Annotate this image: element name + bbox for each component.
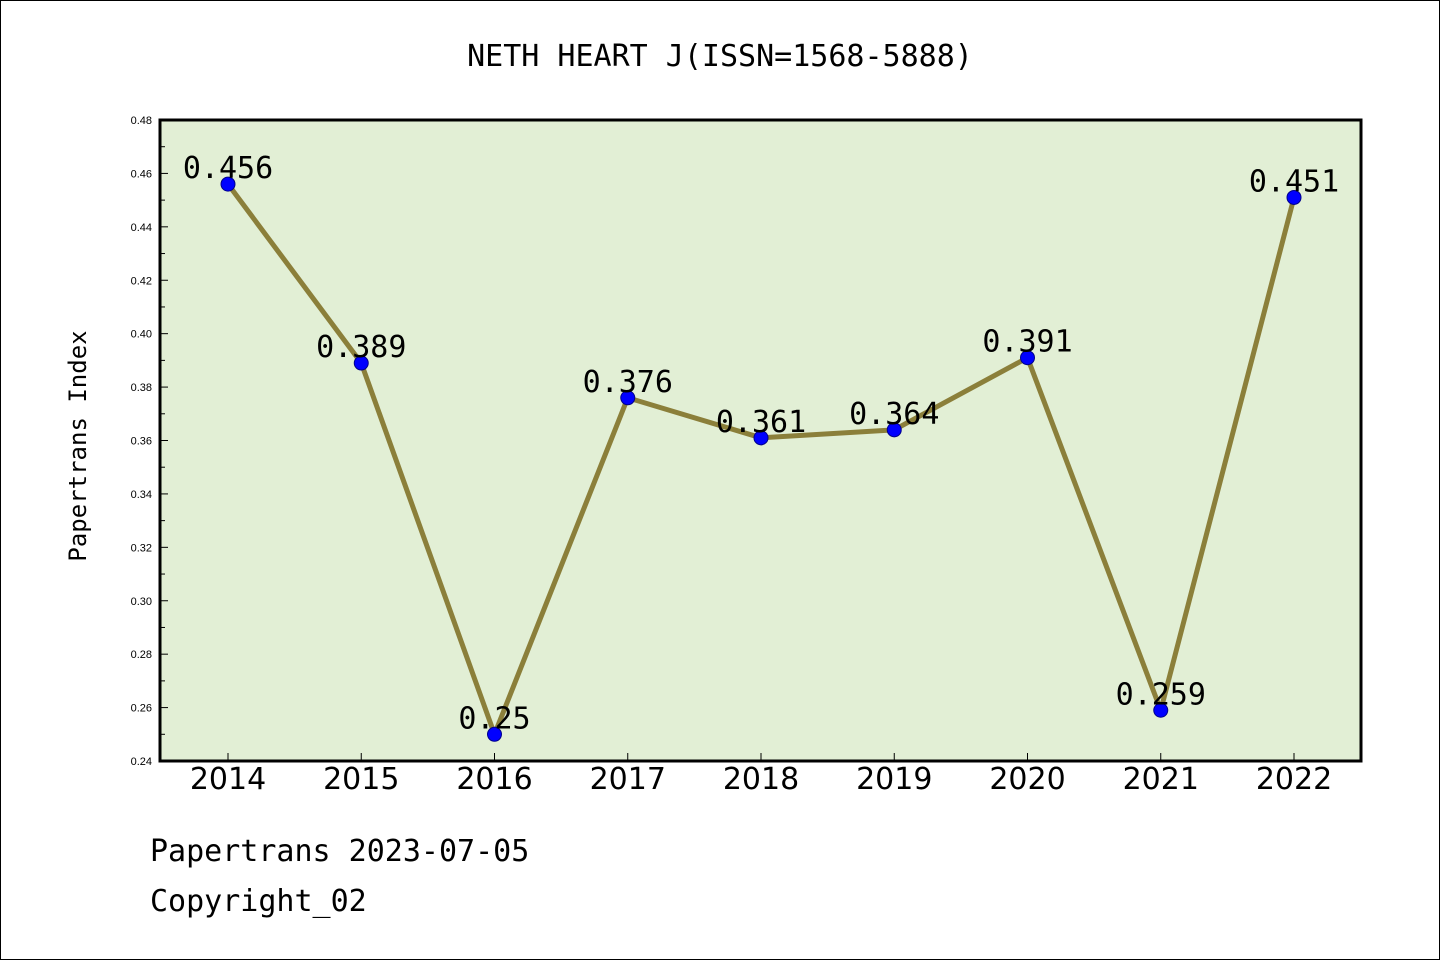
y-tick-label: 0.40 (131, 329, 152, 341)
x-tick-label: 2018 (723, 762, 799, 797)
data-label: 0.376 (583, 365, 673, 400)
y-tick-label: 0.42 (131, 275, 152, 287)
data-label: 0.364 (849, 397, 939, 432)
data-labels: 0.456 0.389 0.25 0.376 0.361 0.364 0.391 0.259 0… (183, 151, 1339, 736)
y-tick-label: 0.30 (131, 596, 152, 608)
x-tick-label: 2021 (1123, 762, 1199, 797)
data-point (753, 430, 769, 446)
data-label: 0.259 (1116, 677, 1206, 712)
footer-copyright: Copyright_02 (150, 884, 367, 919)
y-axis: 0.24 0.26 0.28 0.30 0.32 0.34 0.36 0.38 0.40 0.42… (131, 115, 168, 768)
data-label: 0.456 (183, 151, 273, 186)
data-point (1020, 350, 1035, 366)
y-tick-label: 0.36 (131, 436, 152, 448)
x-tick-label: 2020 (989, 762, 1065, 797)
x-tick-label: 2017 (590, 762, 666, 797)
data-label: 0.451 (1249, 164, 1339, 199)
y-tick-label: 0.28 (131, 649, 152, 661)
x-tick-label: 2016 (456, 762, 532, 797)
footer-date: Papertrans 2023-07-05 (150, 834, 530, 869)
y-tick-label: 0.44 (131, 222, 152, 234)
data-label: 0.361 (716, 405, 806, 440)
y-tick-label: 0.24 (131, 756, 152, 768)
y-tick-label: 0.34 (131, 489, 152, 501)
y-axis-label: Papertrans Index (64, 330, 92, 561)
x-axis: 2014 2015 2016 2017 2018 2019 2020 2021 2022 (190, 753, 1332, 797)
data-label: 0.389 (316, 330, 406, 365)
series-group (220, 176, 1302, 742)
y-tick-label: 0.48 (131, 115, 152, 127)
data-point (487, 726, 502, 742)
y-tick-label: 0.26 (131, 703, 152, 715)
data-point (1286, 189, 1302, 205)
data-label: 0.25 (458, 701, 530, 736)
data-point (620, 390, 636, 406)
chart-title: NETH HEART J(ISSN=1568-5888) (467, 39, 973, 74)
data-point (886, 422, 902, 438)
x-tick-label: 2015 (323, 762, 399, 797)
x-tick-label: 2014 (190, 762, 266, 797)
x-tick-label: 2022 (1256, 762, 1332, 797)
data-point (353, 355, 369, 371)
data-label: 0.391 (982, 325, 1072, 360)
x-tick-label: 2019 (856, 762, 932, 797)
y-tick-label: 0.46 (131, 168, 152, 180)
y-tick-label: 0.32 (131, 542, 152, 554)
data-point (220, 176, 236, 192)
y-tick-label: 0.38 (131, 382, 152, 394)
data-point (1153, 702, 1169, 718)
